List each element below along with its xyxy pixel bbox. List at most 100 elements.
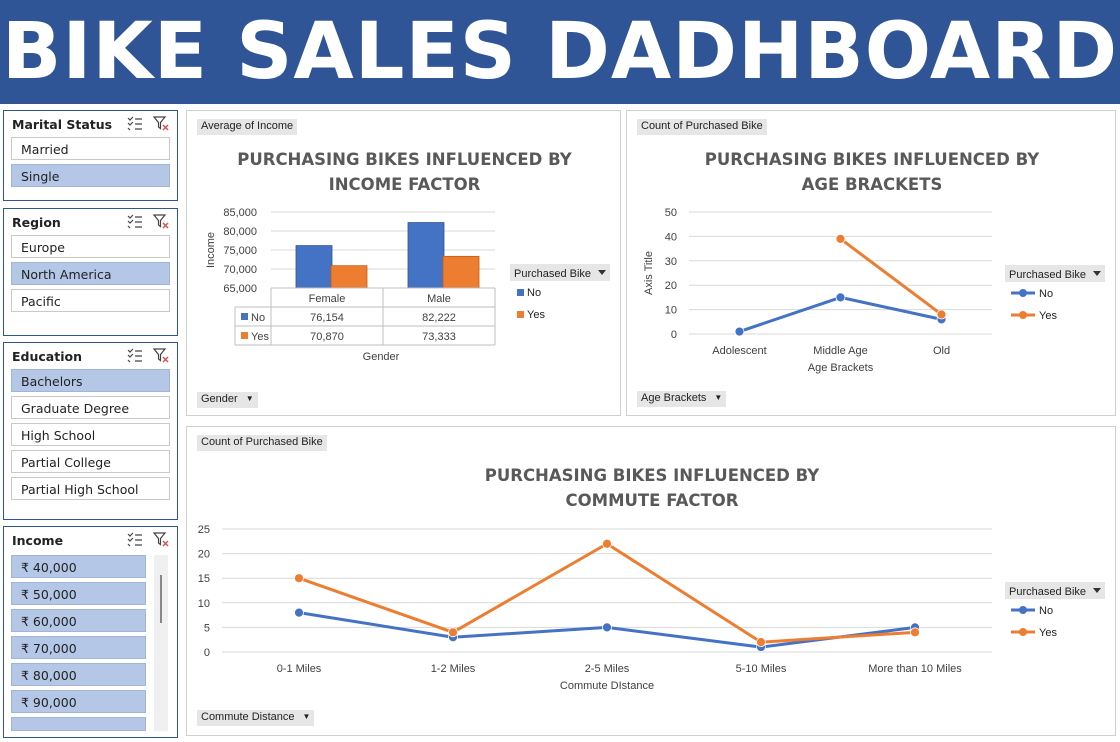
category-label: More than 10 Miles xyxy=(868,663,962,675)
table-series-name: Yes xyxy=(251,331,269,343)
x-axis-title: Age Brackets xyxy=(808,362,874,374)
legend-field-button[interactable] xyxy=(1005,265,1105,282)
slicer-marital-status: Marital Status Married Single xyxy=(3,110,178,201)
slicer-item-income-40000[interactable]: ₹ 40,000 xyxy=(11,555,146,578)
value-field-button[interactable]: Count of Purchased Bike xyxy=(197,435,327,451)
axis-field-button[interactable]: Age Brackets ▼ xyxy=(637,391,727,407)
slicer-region: Region Europe North America Pacific xyxy=(3,208,178,336)
data-label: 82,222 xyxy=(422,312,456,324)
axis-field-button[interactable]: Commute Distance ▼ xyxy=(197,710,315,726)
y-tick-label: 85,000 xyxy=(223,207,257,219)
data-point xyxy=(294,573,304,584)
slicer-title: Income xyxy=(12,533,64,548)
clear-filter-icon[interactable] xyxy=(153,213,169,229)
data-label: 76,154 xyxy=(310,312,344,324)
dropdown-icon: ▼ xyxy=(302,712,311,721)
y-tick-label: 15 xyxy=(198,573,210,585)
chart-age-panel: Count of Purchased Bike PURCHASING BIKES… xyxy=(626,110,1116,416)
series-line-no xyxy=(738,295,943,334)
slicer-header: Education xyxy=(4,343,177,369)
dropdown-icon xyxy=(1093,588,1101,593)
slicer-item-north-america[interactable]: North America xyxy=(11,262,170,285)
slicer-header: Marital Status xyxy=(4,111,177,137)
axis-field-button[interactable]: Gender ▼ xyxy=(197,392,258,408)
data-label: 73,333 xyxy=(422,331,456,343)
legend-key xyxy=(517,311,524,318)
x-axis-title: Gender xyxy=(363,351,400,363)
y-axis-title: Income xyxy=(205,232,217,268)
y-tick-label: 30 xyxy=(665,256,677,268)
slicer-education: Education Bachelors Graduate Degree High… xyxy=(3,342,178,520)
slicer-item-income-70000[interactable]: ₹ 70,000 xyxy=(11,636,146,659)
y-tick-label: 65,000 xyxy=(223,283,257,295)
series-line-yes xyxy=(839,237,943,316)
data-point xyxy=(734,326,745,337)
chart-title: PURCHASING BIKES INFLUENCED BY AGE BRACK… xyxy=(704,150,1040,194)
data-point xyxy=(936,309,947,320)
slicer-item-married[interactable]: Married xyxy=(11,137,170,160)
legend-label: Yes xyxy=(527,309,545,321)
multi-select-icon[interactable] xyxy=(127,213,143,229)
slicer-title: Region xyxy=(12,215,61,230)
bar xyxy=(442,255,480,289)
multi-select-icon[interactable] xyxy=(127,531,143,547)
slicer-item-graduate-degree[interactable]: Graduate Degree xyxy=(11,396,170,419)
y-tick-label: 75,000 xyxy=(223,245,257,257)
value-field-button[interactable]: Count of Purchased Bike xyxy=(637,119,767,135)
category-label: Female xyxy=(309,293,346,305)
y-tick-label: 0 xyxy=(671,329,677,341)
y-tick-label: 5 xyxy=(204,622,210,634)
multi-select-icon[interactable] xyxy=(127,115,143,131)
slicer-item-income-partial[interactable] xyxy=(11,717,146,731)
slicer-item-income-90000[interactable]: ₹ 90,000 xyxy=(11,690,146,713)
multi-select-icon[interactable] xyxy=(127,347,143,363)
category-label: 0-1 Miles xyxy=(277,663,322,675)
slicer-item-pacific[interactable]: Pacific xyxy=(11,289,170,312)
slicer-title: Education xyxy=(12,349,82,364)
data-point xyxy=(294,607,304,618)
legend-field-button[interactable] xyxy=(510,264,610,281)
legend-title: Purchased Bike xyxy=(1009,586,1086,598)
legend-label: Yes xyxy=(1039,310,1057,322)
table-legend-key xyxy=(241,332,248,339)
category-label: 5-10 Miles xyxy=(736,663,787,675)
legend-label: Yes xyxy=(1039,627,1057,639)
y-tick-label: 0 xyxy=(204,647,210,659)
y-axis-title: Axis Title xyxy=(643,251,655,295)
slicer-item-europe[interactable]: Europe xyxy=(11,235,170,258)
slicer-item-partial-college[interactable]: Partial College xyxy=(11,450,170,473)
legend-title: Purchased Bike xyxy=(514,268,591,280)
slicer-item-single[interactable]: Single xyxy=(11,164,170,187)
value-field-button[interactable]: Average of Income xyxy=(197,119,298,135)
legend-key-marker xyxy=(1019,311,1027,319)
clear-filter-icon[interactable] xyxy=(153,531,169,547)
y-tick-label: 80,000 xyxy=(223,226,257,238)
bar xyxy=(407,222,445,289)
clear-filter-icon[interactable] xyxy=(153,115,169,131)
table-legend-key xyxy=(241,313,248,320)
data-point xyxy=(602,622,612,633)
category-label: Old xyxy=(933,345,950,357)
data-point xyxy=(835,292,846,303)
y-tick-label: 20 xyxy=(198,549,210,561)
legend-key-marker xyxy=(1019,628,1027,636)
slicer-item-income-80000[interactable]: ₹ 80,000 xyxy=(11,663,146,686)
data-point xyxy=(448,627,458,638)
y-tick-label: 70,000 xyxy=(223,264,257,276)
dropdown-icon: ▼ xyxy=(714,393,723,402)
legend-title: Purchased Bike xyxy=(1009,269,1086,281)
category-label: Middle Age xyxy=(813,345,867,357)
slicer-income: Income ₹ 40,000 ₹ 50,000 ₹ 60,000 ₹ 70,0… xyxy=(3,526,178,738)
legend-label: No xyxy=(527,287,541,299)
scrollbar-thumb[interactable] xyxy=(160,575,162,623)
slicer-item-income-60000[interactable]: ₹ 60,000 xyxy=(11,609,146,632)
slicer-item-income-50000[interactable]: ₹ 50,000 xyxy=(11,582,146,605)
slicer-item-bachelors[interactable]: Bachelors xyxy=(11,369,170,392)
data-label: 70,870 xyxy=(310,331,344,343)
legend-field-button[interactable] xyxy=(1005,582,1105,599)
slicer-item-partial-high-school[interactable]: Partial High School xyxy=(11,477,170,500)
scrollbar[interactable] xyxy=(154,555,168,731)
slicer-item-high-school[interactable]: High School xyxy=(11,423,170,446)
dropdown-icon: ▼ xyxy=(245,394,254,403)
clear-filter-icon[interactable] xyxy=(153,347,169,363)
